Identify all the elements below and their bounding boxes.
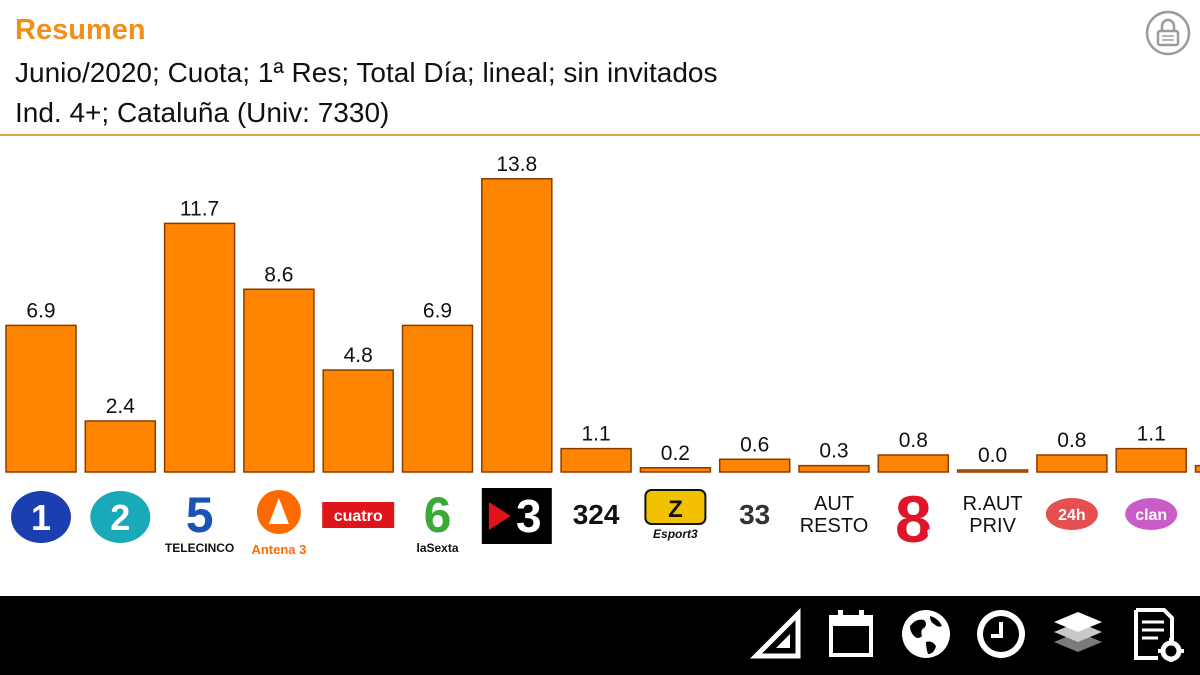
svg-text:tv: tv bbox=[927, 528, 936, 539]
data-label-7: 1.1 bbox=[581, 423, 610, 446]
clan-logo: clan bbox=[1125, 498, 1178, 530]
cuatro-logo: cuatro bbox=[322, 502, 395, 528]
svg-text:laSexta: laSexta bbox=[416, 541, 458, 555]
svg-text:AUT: AUT bbox=[814, 493, 854, 515]
super3-33-logo: 33 bbox=[739, 499, 770, 530]
bar-6 bbox=[481, 178, 553, 473]
data-label-9: 0.6 bbox=[740, 433, 769, 456]
bar-1 bbox=[84, 420, 157, 473]
data-label-2: 11.7 bbox=[180, 197, 219, 220]
bar-0 bbox=[5, 324, 77, 473]
bar-9 bbox=[718, 458, 791, 473]
data-label-0: 6.9 bbox=[26, 299, 55, 322]
data-label-8: 0.2 bbox=[661, 442, 690, 465]
la1-logo: 1 bbox=[11, 491, 71, 543]
data-label-3: 8.6 bbox=[264, 263, 293, 286]
svg-text:6: 6 bbox=[424, 487, 452, 543]
svg-text:1: 1 bbox=[31, 497, 51, 538]
bar-4 bbox=[322, 369, 394, 473]
canal324-logo: 324 bbox=[573, 499, 620, 530]
la2-logo: 2 bbox=[90, 491, 151, 543]
header-divider bbox=[0, 134, 1200, 136]
svg-text:PRIV: PRIV bbox=[969, 515, 1016, 537]
antena3-logo: Antena 3 bbox=[251, 490, 306, 557]
bar-12 bbox=[956, 469, 1029, 473]
data-label-12: 0.0 bbox=[978, 444, 1007, 467]
svg-text:8: 8 bbox=[895, 482, 932, 556]
data-label-6: 13.8 bbox=[496, 153, 537, 176]
bar-10 bbox=[798, 464, 870, 473]
svg-text:Esport3: Esport3 bbox=[653, 527, 698, 541]
svg-text:2: 2 bbox=[110, 497, 130, 538]
data-label-13: 0.8 bbox=[1057, 429, 1086, 452]
data-label-10: 0.3 bbox=[819, 440, 848, 463]
bar-11 bbox=[877, 454, 950, 473]
ruler-icon[interactable] bbox=[750, 606, 806, 662]
svg-text:RESTO: RESTO bbox=[800, 515, 869, 537]
bar-14 bbox=[1115, 447, 1187, 473]
svg-text:clan: clan bbox=[1135, 507, 1167, 524]
svg-text:324: 324 bbox=[573, 499, 620, 530]
bar-15 bbox=[1194, 464, 1200, 473]
svg-text:24h: 24h bbox=[1058, 507, 1086, 524]
bottom-toolbar bbox=[0, 596, 1200, 675]
report-settings-icon[interactable] bbox=[1128, 606, 1184, 662]
bar-13 bbox=[1036, 454, 1108, 473]
bar-3 bbox=[243, 288, 315, 473]
bar-7 bbox=[560, 447, 632, 473]
clock-icon[interactable] bbox=[973, 606, 1029, 662]
tv3-logo: 3 bbox=[481, 488, 552, 544]
bar-2 bbox=[163, 222, 236, 473]
data-label-4: 4.8 bbox=[344, 344, 373, 367]
bar-5 bbox=[401, 324, 474, 473]
data-label-14: 1.1 bbox=[1137, 423, 1166, 446]
svg-text:Antena 3: Antena 3 bbox=[251, 542, 306, 557]
subtitle-line-2: Ind. 4+; Cataluña (Univ: 7330) bbox=[15, 97, 390, 128]
svg-text:3: 3 bbox=[516, 490, 542, 542]
globe-icon[interactable] bbox=[898, 606, 954, 662]
svg-text:33: 33 bbox=[739, 499, 770, 530]
8tv-logo: 8tv bbox=[895, 482, 936, 556]
svg-text:R.AUT: R.AUT bbox=[963, 493, 1023, 515]
page-title: Resumen bbox=[15, 14, 146, 46]
layers-icon[interactable] bbox=[1050, 606, 1106, 662]
canal24h-logo: 24h bbox=[1045, 498, 1098, 530]
calendar-icon[interactable] bbox=[823, 606, 879, 662]
svg-text:TELECINCO: TELECINCO bbox=[165, 541, 234, 555]
svg-text:5: 5 bbox=[186, 487, 214, 543]
header: Resumen Junio/2020; Cuota; 1ª Res; Total… bbox=[0, 0, 1200, 137]
data-label-1: 2.4 bbox=[106, 395, 136, 418]
subtitle-line-1: Junio/2020; Cuota; 1ª Res; Total Día; li… bbox=[15, 57, 718, 88]
data-label-5: 6.9 bbox=[423, 299, 452, 322]
esport3-logo: Z Esport3 bbox=[644, 489, 707, 541]
data-label-11: 0.8 bbox=[899, 429, 928, 452]
lock-icon[interactable] bbox=[1145, 10, 1191, 56]
svg-text:cuatro: cuatro bbox=[334, 508, 383, 525]
svg-text:Z: Z bbox=[668, 496, 683, 523]
bar-8 bbox=[639, 467, 712, 473]
